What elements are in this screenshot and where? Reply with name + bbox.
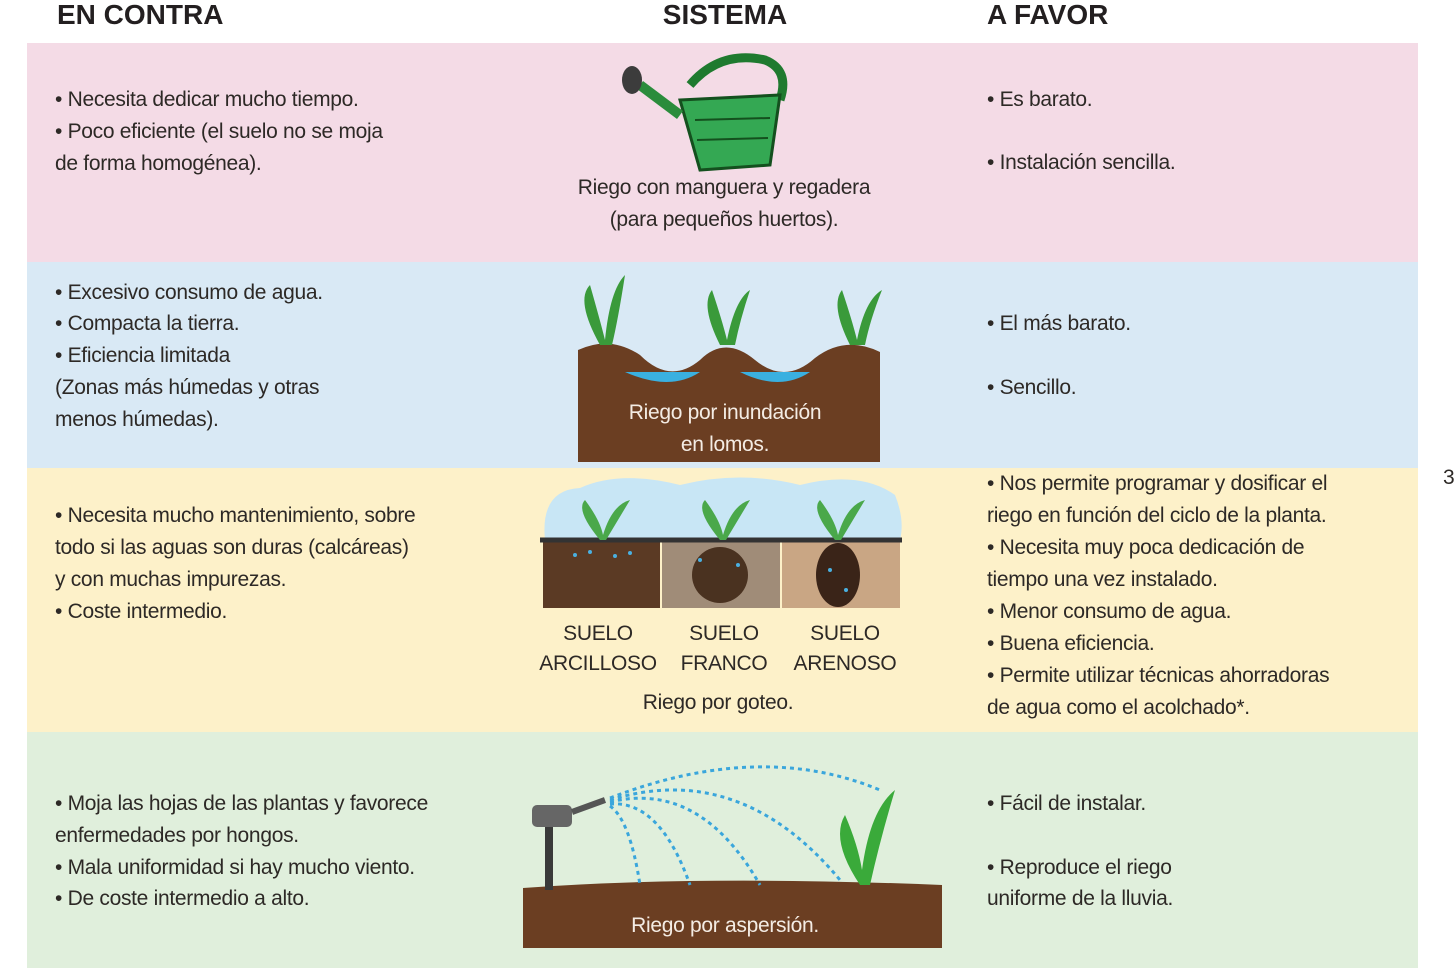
favor-line: de agua como el acolchado*. [987,696,1250,719]
favor-line: riego en función del ciclo de la planta. [987,504,1327,527]
contra-line: • Excesivo consumo de agua. [55,281,323,304]
soil-label: SUELO [563,622,633,645]
contra-line: • Compacta la tierra. [55,312,240,335]
system-caption: Riego por goteo. [642,691,794,714]
column-header: EN CONTRA [57,0,224,30]
watering-can [622,53,788,172]
system-caption: (para pequeños huertos). [609,208,839,231]
system-caption: Riego por inundación [628,401,822,424]
contra-line: • De coste intermedio a alto. [55,887,310,910]
favor-line: • Nos permite programar y dosificar el [987,472,1328,495]
system-caption: en lomos. [680,433,770,456]
drip-illustration [540,477,902,608]
contra-line: • Mala uniformidad si hay mucho viento. [55,856,415,879]
favor-line: • Es barato. [987,88,1093,111]
favor-line: tiempo una vez instalado. [987,568,1218,591]
favor-line: uniforme de la lluvia. [987,887,1173,910]
favor-line: • El más barato. [987,312,1131,335]
favor-line: • Fácil de instalar. [987,792,1146,815]
favor-line: • Reproduce el riego [987,856,1172,879]
contra-line: de forma homogénea). [55,152,262,175]
contra-line: enfermedades por hongos. [55,824,299,847]
contra-line: menos húmedas). [55,408,219,431]
contra-line: • Eficiencia limitada [55,344,230,367]
contra-line: • Necesita mucho mantenimiento, sobre [55,504,416,527]
sprinkler-illustration [523,765,942,948]
favor-line: • Necesita muy poca dedicación de [987,536,1305,559]
contra-line: (Zonas más húmedas y otras [55,376,320,399]
contra-line: • Necesita dedicar mucho tiempo. [55,88,359,111]
contra-line: todo si las aguas son duras (calcáreas) [55,536,409,559]
soil-label: ARCILLOSO [539,652,657,675]
contra-line: y con muchas impurezas. [55,568,287,591]
favor-line: • Sencillo. [987,376,1077,399]
favor-line: • Permite utilizar técnicas ahorradoras [987,664,1330,687]
soil-label: SUELO [689,622,759,645]
contra-line: • Coste intermedio. [55,600,228,623]
system-caption: Riego con manguera y regadera [577,176,871,199]
system-caption: Riego por aspersión. [631,914,819,937]
column-header: A FAVOR [987,0,1109,30]
soil-label: SUELO [810,622,880,645]
column-header: SISTEMA [662,0,788,30]
favor-line: • Menor consumo de agua. [987,600,1232,623]
page-mark: 3 [1443,466,1455,489]
flood-illustration [578,275,882,462]
contra-line: • Poco eficiente (el suelo no se moja [55,120,383,143]
favor-line: • Instalación sencilla. [987,151,1176,174]
favor-line: • Buena eficiencia. [987,632,1155,655]
contra-line: • Moja las hojas de las plantas y favore… [55,792,428,815]
soil-label: ARENOSO [793,652,897,675]
soil-label: FRANCO [680,652,768,675]
